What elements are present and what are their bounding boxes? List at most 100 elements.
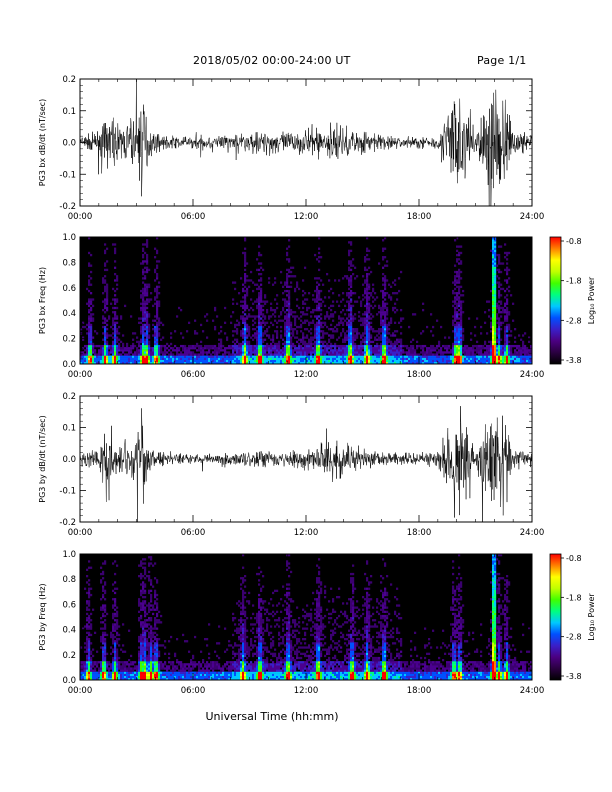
spectrogram-cell xyxy=(302,340,305,344)
spectrogram-cell xyxy=(504,351,507,354)
spectrogram-cell xyxy=(236,349,239,352)
spectrogram-cell xyxy=(206,319,209,322)
spectrogram-cell xyxy=(486,359,489,363)
spectrogram-cell xyxy=(482,359,485,363)
spectrogram-cell xyxy=(290,313,293,316)
spectrogram-cell xyxy=(442,344,445,348)
spectrogram-cell xyxy=(494,325,497,329)
spectrogram-cell xyxy=(404,351,407,354)
spectrogram-cell xyxy=(114,349,117,352)
spectrogram-cell xyxy=(248,342,251,346)
spectrogram-cell xyxy=(384,338,387,341)
spectrogram-cell xyxy=(522,347,525,350)
spectrogram-cell xyxy=(368,308,371,312)
spectrogram-cell xyxy=(152,361,155,365)
spectrogram-cell xyxy=(384,353,387,356)
spectrogram-cell xyxy=(248,349,251,352)
spectrogram-cell xyxy=(320,361,323,365)
spectrogram-cell xyxy=(244,304,247,308)
spectrogram-cell xyxy=(214,353,217,356)
spectrogram-cell xyxy=(288,270,291,274)
spectrogram-cell xyxy=(354,342,357,346)
x-tick-label: 24:00 xyxy=(520,528,545,538)
spectrogram-cell xyxy=(272,344,275,348)
spectrogram-cell xyxy=(82,321,85,324)
spectrogram-cell xyxy=(496,351,499,354)
spectrogram-cell xyxy=(80,646,83,649)
spectrogram-cell xyxy=(90,663,93,666)
spectrogram-cell xyxy=(414,351,417,354)
spectrogram-cell xyxy=(240,332,243,335)
spectrogram-cell xyxy=(88,334,91,337)
spectrogram-cell xyxy=(88,587,91,590)
spectrogram-cell xyxy=(348,342,351,346)
spectrogram-cell xyxy=(344,359,347,363)
spectrogram-cell xyxy=(354,317,357,320)
spectrogram-cell xyxy=(142,648,145,651)
spectrogram-cell xyxy=(434,361,437,365)
spectrogram-cell xyxy=(194,359,197,363)
spectrogram-cell xyxy=(114,302,117,305)
spectrogram-cell xyxy=(142,361,145,365)
spectrogram-cell xyxy=(426,349,429,352)
spectrogram-cell xyxy=(332,319,335,322)
spectrogram-cell xyxy=(140,617,143,620)
spectrogram-cell xyxy=(392,357,395,360)
spectrogram-cell xyxy=(412,351,415,354)
spectrogram-cell xyxy=(258,296,261,299)
spectrogram-cell xyxy=(244,260,247,263)
spectrogram-cell xyxy=(474,355,477,358)
spectrogram-cell xyxy=(516,359,519,363)
spectrogram-cell xyxy=(98,673,101,676)
spectrogram-cell xyxy=(494,247,497,250)
spectrogram-cell xyxy=(348,319,351,322)
spectrogram-cell xyxy=(472,359,475,363)
spectrogram-cell xyxy=(152,353,155,356)
spectrogram-cell xyxy=(288,258,291,261)
spectrogram-cell xyxy=(114,587,117,590)
spectrogram-cell xyxy=(108,673,111,676)
spectrogram-cell xyxy=(112,298,115,301)
spectrogram-cell xyxy=(348,330,351,333)
spectrogram-cell xyxy=(86,332,89,335)
spectrogram-cell xyxy=(494,298,497,301)
spectrogram-cell xyxy=(156,323,159,327)
spectrogram-cell xyxy=(274,359,277,363)
spectrogram-cell xyxy=(146,315,149,318)
spectrogram-cell xyxy=(106,667,109,670)
spectrogram-cell xyxy=(258,285,261,288)
spectrogram-cell xyxy=(118,677,121,681)
spectrogram-cell xyxy=(116,623,119,626)
spectrogram-cell xyxy=(104,663,107,666)
spectrogram-cell xyxy=(288,285,291,288)
spectrogram-cell xyxy=(510,349,513,352)
spectrogram-cell xyxy=(422,351,425,354)
spectrogram-cell xyxy=(410,347,413,350)
spectrogram-cell xyxy=(144,591,147,595)
spectrogram-cell xyxy=(244,285,247,288)
spectrogram-cell xyxy=(350,289,353,293)
spectrogram-cell xyxy=(138,656,141,660)
spectrogram-cell xyxy=(366,321,369,324)
spectrogram-cell xyxy=(398,357,401,360)
spectrogram-cell xyxy=(88,648,91,651)
spectrogram-cell xyxy=(492,355,495,358)
spectrogram-cell xyxy=(124,669,127,672)
spectrogram-cell xyxy=(278,361,281,365)
spectrogram-cell xyxy=(390,344,393,348)
spectrogram-cell xyxy=(88,336,91,339)
spectrogram-cell xyxy=(280,311,283,314)
spectrogram-cell xyxy=(494,241,497,244)
spectrogram-cell xyxy=(374,347,377,350)
spectrogram-cell xyxy=(458,338,461,341)
spectrogram-cell xyxy=(316,349,319,352)
spectrogram-cell xyxy=(324,359,327,363)
spectrogram-cell xyxy=(528,361,531,365)
spectrogram-cell xyxy=(456,330,459,333)
spectrogram-cell xyxy=(90,355,93,358)
spectrogram-cell xyxy=(366,325,369,329)
spectrogram-cell xyxy=(142,294,145,297)
x-tick-label: 18:00 xyxy=(407,370,432,380)
spectrogram-cell xyxy=(380,315,383,318)
spectrogram-cell xyxy=(310,353,313,356)
